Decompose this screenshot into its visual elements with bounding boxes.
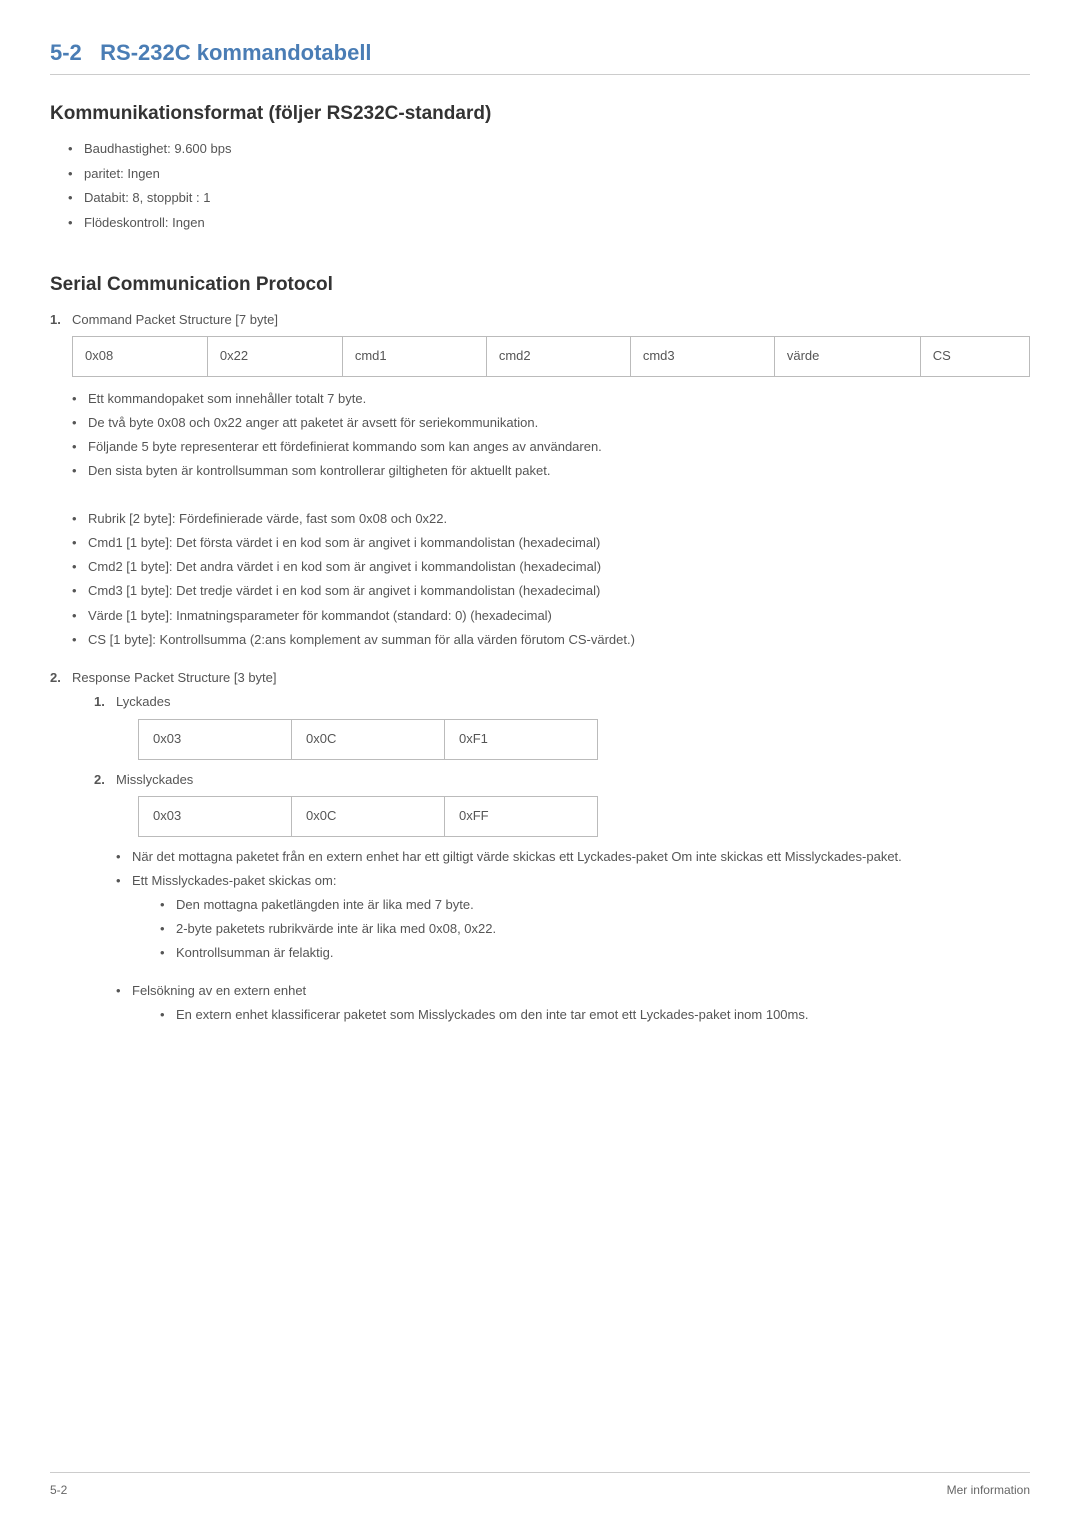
desc-block-2: Rubrik [2 byte]: Fördefinierade värde, f… — [72, 507, 1030, 651]
list-item: Den mottagna paketlängden inte är lika m… — [160, 893, 1030, 917]
list-item: Flödeskontroll: Ingen — [68, 211, 1030, 236]
footer-left: 5-2 — [50, 1483, 67, 1497]
note2-text: Ett Misslyckades-paket skickas om: — [132, 873, 336, 888]
list-item: De två byte 0x08 och 0x22 anger att pake… — [72, 411, 1030, 435]
section-header: 5-2 RS-232C kommandotabell — [50, 40, 1030, 75]
note2-sublist: Den mottagna paketlängden inte är lika m… — [132, 893, 1030, 965]
list-item: Baudhastighet: 9.600 bps — [68, 137, 1030, 162]
protocol-heading: Serial Communication Protocol — [50, 274, 1030, 296]
list-item: Rubrik [2 byte]: Fördefinierade värde, f… — [72, 507, 1030, 531]
table-cell: CS — [920, 337, 1029, 377]
page-footer: 5-2 Mer information — [50, 1472, 1030, 1497]
table-cell: 0xF1 — [445, 719, 598, 759]
protocol-item-2: Response Packet Structure [3 byte] Lycka… — [50, 666, 1030, 1028]
table-row: 0x03 0x0C 0xF1 — [139, 719, 598, 759]
protocol-item-1: Command Packet Structure [7 byte] 0x08 0… — [50, 308, 1030, 652]
list-item: Cmd2 [1 byte]: Det andra värdet i en kod… — [72, 555, 1030, 579]
response-notes: När det mottagna paketet från en extern … — [116, 845, 1030, 1027]
list-item: En extern enhet klassificerar paketet so… — [160, 1003, 1030, 1027]
protocol-list: Command Packet Structure [7 byte] 0x08 0… — [50, 308, 1030, 1028]
list-item: Ett kommandopaket som innehåller totalt … — [72, 387, 1030, 411]
list-item: Cmd3 [1 byte]: Det tredje värdet i en ko… — [72, 579, 1030, 603]
list-item: Följande 5 byte representerar ett fördef… — [72, 435, 1030, 459]
table-cell: värde — [774, 337, 920, 377]
desc-block-1: Ett kommandopaket som innehåller totalt … — [72, 387, 1030, 483]
list-item: 2-byte paketets rubrikvärde inte är lika… — [160, 917, 1030, 941]
list-item: Cmd1 [1 byte]: Det första värdet i en ko… — [72, 531, 1030, 555]
table-row: 0x08 0x22 cmd1 cmd2 cmd3 värde CS — [73, 337, 1030, 377]
comm-format-list: Baudhastighet: 9.600 bps paritet: Ingen … — [50, 137, 1030, 236]
response-fail: Misslyckades 0x03 0x0C 0xFF När det mott… — [94, 768, 1030, 1028]
table-row: 0x03 0x0C 0xFF — [139, 797, 598, 837]
section-number: 5-2 — [50, 40, 82, 65]
section-title: RS-232C kommandotabell — [100, 40, 371, 65]
success-table: 0x03 0x0C 0xF1 — [138, 719, 598, 760]
item1-label: Command Packet Structure [7 byte] — [72, 312, 278, 327]
list-item: Den sista byten är kontrollsumman som ko… — [72, 459, 1030, 483]
list-item: Felsökning av en extern enhet En extern … — [116, 979, 1030, 1027]
response-sublist: Lyckades 0x03 0x0C 0xF1 Misslyckades 0x0… — [72, 690, 1030, 1027]
note3-sublist: En extern enhet klassificerar paketet so… — [132, 1003, 1030, 1027]
table-cell: cmd3 — [630, 337, 774, 377]
table-cell: 0x03 — [139, 797, 292, 837]
response-success: Lyckades 0x03 0x0C 0xF1 — [94, 690, 1030, 759]
success-label: Lyckades — [116, 694, 170, 709]
table-cell: 0x03 — [139, 719, 292, 759]
table-cell: 0xFF — [445, 797, 598, 837]
table-cell: 0x0C — [292, 719, 445, 759]
list-item: När det mottagna paketet från en extern … — [116, 845, 1030, 869]
list-item: CS [1 byte]: Kontrollsumma (2:ans komple… — [72, 628, 1030, 652]
table-cell: cmd2 — [486, 337, 630, 377]
note3-text: Felsökning av en extern enhet — [132, 983, 306, 998]
list-item: paritet: Ingen — [68, 162, 1030, 187]
footer-right: Mer information — [947, 1483, 1030, 1497]
item2-label: Response Packet Structure [3 byte] — [72, 670, 277, 685]
list-item: Kontrollsumman är felaktig. — [160, 941, 1030, 965]
fail-label: Misslyckades — [116, 772, 193, 787]
fail-table: 0x03 0x0C 0xFF — [138, 796, 598, 837]
list-item: Databit: 8, stoppbit : 1 — [68, 186, 1030, 211]
list-item: Ett Misslyckades-paket skickas om: Den m… — [116, 869, 1030, 965]
list-item: Värde [1 byte]: Inmatningsparameter för … — [72, 604, 1030, 628]
table-cell: cmd1 — [342, 337, 486, 377]
table-cell: 0x22 — [207, 337, 342, 377]
comm-format-heading: Kommunikationsformat (följer RS232C-stan… — [50, 103, 1030, 125]
table-cell: 0x08 — [73, 337, 208, 377]
table-cell: 0x0C — [292, 797, 445, 837]
command-packet-table: 0x08 0x22 cmd1 cmd2 cmd3 värde CS — [72, 336, 1030, 377]
